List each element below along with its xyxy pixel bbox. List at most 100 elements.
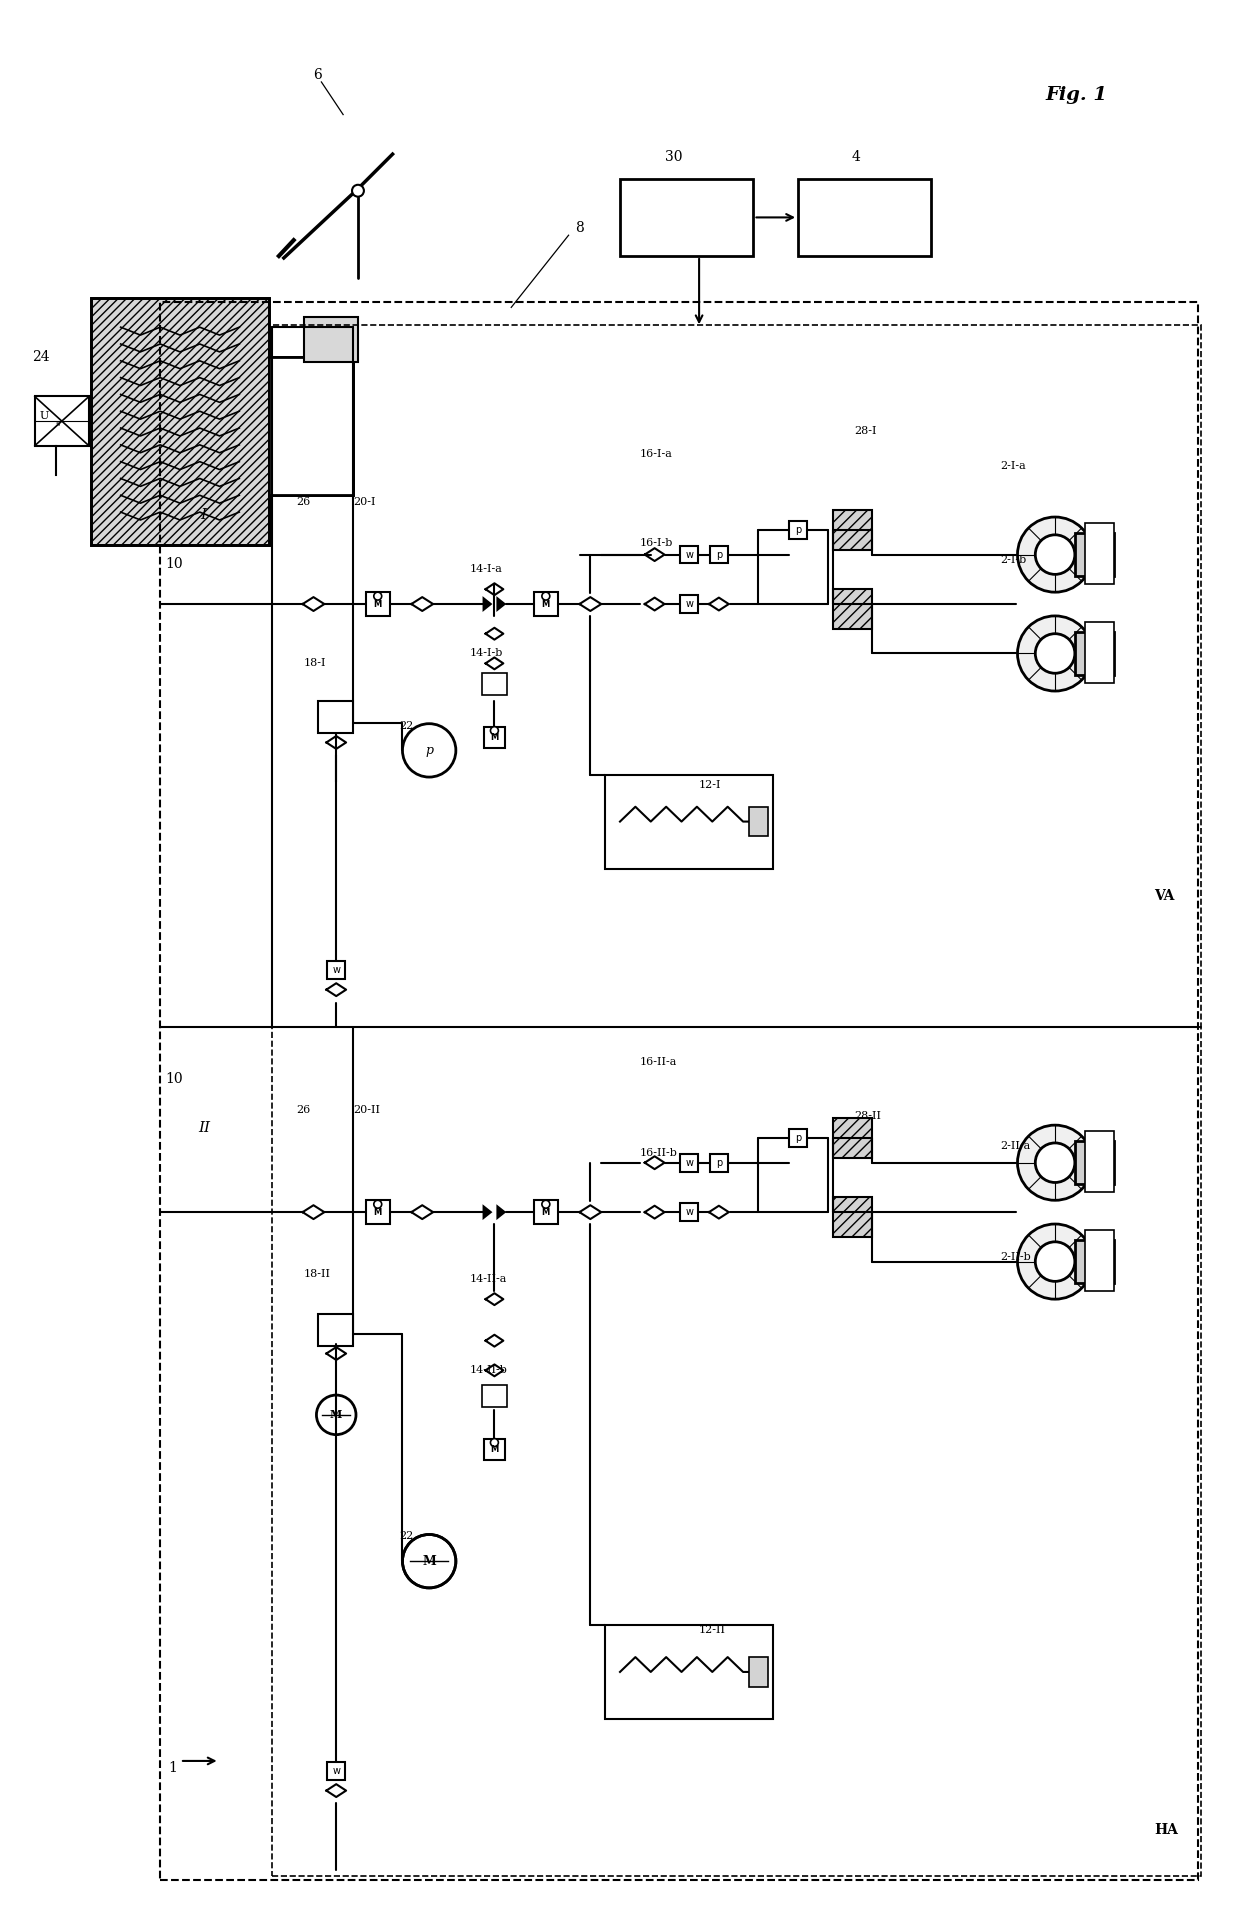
Text: 22: 22 xyxy=(399,1531,414,1541)
Circle shape xyxy=(352,184,363,196)
Text: 12-II: 12-II xyxy=(699,1625,727,1635)
Circle shape xyxy=(1018,1126,1092,1201)
Text: 26: 26 xyxy=(296,498,311,507)
Polygon shape xyxy=(579,597,601,611)
Text: p: p xyxy=(715,549,722,559)
Text: 16-I-a: 16-I-a xyxy=(640,450,672,459)
Bar xyxy=(620,179,754,255)
Text: 22: 22 xyxy=(399,720,414,730)
Text: 18-I: 18-I xyxy=(304,659,326,669)
Text: 4: 4 xyxy=(852,150,861,163)
Bar xyxy=(327,960,345,980)
Bar xyxy=(366,1201,389,1224)
Text: 20-II: 20-II xyxy=(353,1105,379,1116)
Bar xyxy=(789,521,807,538)
Text: w: w xyxy=(332,1765,340,1775)
Text: M: M xyxy=(330,1410,342,1420)
Bar xyxy=(1085,523,1115,584)
Polygon shape xyxy=(645,1156,665,1170)
Circle shape xyxy=(373,1201,382,1208)
Circle shape xyxy=(1018,1224,1092,1299)
Text: p: p xyxy=(795,524,801,534)
Text: 24: 24 xyxy=(32,350,50,363)
Text: 28-I: 28-I xyxy=(854,426,877,436)
Bar xyxy=(366,592,389,617)
Text: VA: VA xyxy=(1154,889,1174,903)
Bar xyxy=(534,592,558,617)
Bar xyxy=(711,1155,728,1172)
Bar xyxy=(91,298,269,546)
Polygon shape xyxy=(412,1204,433,1220)
Bar xyxy=(484,726,505,749)
Bar xyxy=(605,774,774,868)
Text: M: M xyxy=(490,734,498,742)
Bar xyxy=(1085,1229,1115,1291)
Text: 28-II: 28-II xyxy=(854,1110,882,1122)
Bar xyxy=(832,590,872,628)
Polygon shape xyxy=(486,1293,503,1304)
Text: 20-I: 20-I xyxy=(353,498,376,507)
Polygon shape xyxy=(303,597,325,611)
Polygon shape xyxy=(482,596,492,613)
Text: p: p xyxy=(715,1158,722,1168)
Bar xyxy=(1075,1239,1115,1283)
Bar xyxy=(832,1118,872,1158)
Bar xyxy=(269,357,353,496)
Text: w: w xyxy=(686,599,693,609)
Polygon shape xyxy=(486,1364,503,1375)
Circle shape xyxy=(1018,617,1092,692)
Text: 10: 10 xyxy=(165,557,182,571)
Text: M: M xyxy=(423,1554,436,1568)
Circle shape xyxy=(373,592,382,599)
Text: M: M xyxy=(542,599,551,609)
Text: w: w xyxy=(332,964,340,974)
Text: 16-I-b: 16-I-b xyxy=(640,538,673,547)
Polygon shape xyxy=(709,597,729,611)
Polygon shape xyxy=(486,1335,503,1347)
Bar xyxy=(91,298,269,546)
Text: 2-I-b: 2-I-b xyxy=(1001,555,1027,565)
Bar xyxy=(681,1155,698,1172)
Bar xyxy=(1085,1131,1115,1193)
Bar xyxy=(327,1762,345,1779)
Text: M: M xyxy=(490,1445,498,1454)
Circle shape xyxy=(542,1201,549,1208)
Text: 2-II-b: 2-II-b xyxy=(1001,1252,1032,1262)
Text: 14-I-a: 14-I-a xyxy=(470,565,502,574)
Text: II: II xyxy=(198,1122,210,1135)
Text: 1: 1 xyxy=(169,1762,177,1775)
Polygon shape xyxy=(326,1785,346,1796)
Text: w: w xyxy=(686,1206,693,1218)
Text: 2-II-a: 2-II-a xyxy=(1001,1141,1030,1151)
Polygon shape xyxy=(645,547,665,561)
Circle shape xyxy=(542,592,549,599)
Bar xyxy=(481,1385,507,1406)
Text: 18-II: 18-II xyxy=(304,1270,331,1279)
Text: 14-II-a: 14-II-a xyxy=(470,1274,507,1285)
Bar xyxy=(1085,622,1115,684)
Text: w: w xyxy=(686,549,693,559)
Text: HA: HA xyxy=(1154,1823,1178,1836)
Polygon shape xyxy=(496,1204,506,1220)
Polygon shape xyxy=(326,1347,346,1360)
Polygon shape xyxy=(579,1204,601,1220)
Polygon shape xyxy=(303,1204,325,1220)
Text: 30: 30 xyxy=(666,150,683,163)
Circle shape xyxy=(1035,634,1075,672)
Text: I: I xyxy=(200,507,206,523)
Bar xyxy=(605,1625,774,1719)
Bar xyxy=(749,807,769,836)
Circle shape xyxy=(1035,1143,1075,1183)
Bar xyxy=(272,325,1202,1028)
Polygon shape xyxy=(486,657,503,669)
Polygon shape xyxy=(645,597,665,611)
Circle shape xyxy=(403,724,456,778)
Polygon shape xyxy=(412,597,433,611)
Text: 8: 8 xyxy=(575,221,584,234)
Text: 6: 6 xyxy=(314,67,322,83)
Text: 2-I-a: 2-I-a xyxy=(1001,461,1027,471)
Polygon shape xyxy=(486,584,503,596)
Text: M: M xyxy=(373,599,382,609)
Bar xyxy=(789,1130,807,1147)
Bar xyxy=(749,1658,769,1687)
